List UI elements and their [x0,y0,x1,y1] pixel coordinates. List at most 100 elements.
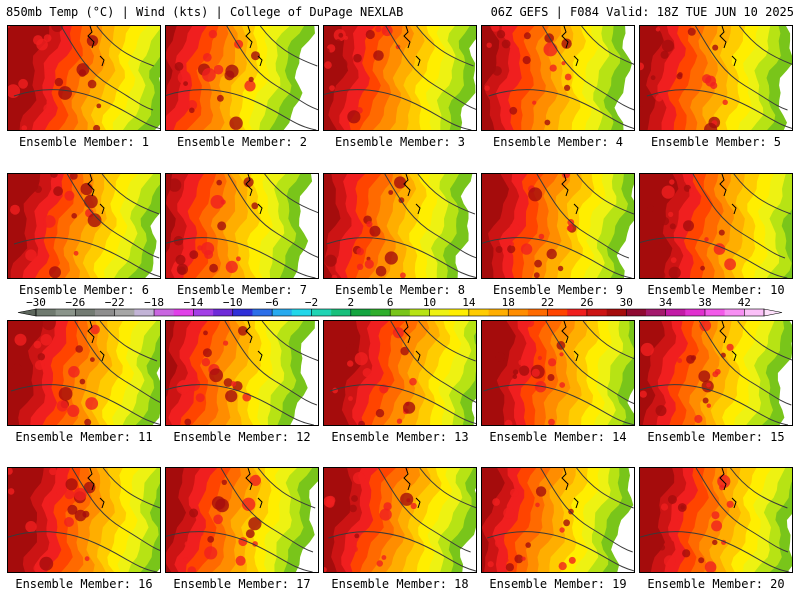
temperature-cell [211,496,226,510]
temperature-cell [699,321,712,332]
temperature-cell [519,365,530,376]
temperature-cell [559,352,564,357]
coastline [245,26,263,67]
temperature-cell [42,215,56,228]
colorbar-segment [173,309,194,316]
temperature-cell [640,62,644,71]
height-contour [737,321,792,361]
coastline [245,468,263,509]
temperature-cell [726,500,734,508]
temperature-cell [14,333,27,346]
temperature-cell [509,241,515,247]
temperature-cell [25,249,37,261]
temperature-cell [400,346,409,356]
temperature-cell [724,258,736,271]
temperature-cell [504,419,513,425]
temperature-map [8,174,160,278]
temperature-cell [235,555,246,566]
temperature-cell [509,106,518,115]
temperature-cell [354,533,360,539]
temperature-cell [209,263,218,273]
temperature-cell [366,221,373,228]
height-contour [419,468,476,509]
temperature-cell [195,393,205,403]
height-contour [329,384,476,425]
temperature-cell [655,94,663,102]
colorbar-segment [704,309,725,316]
temperature-cell [208,29,218,39]
temperature-cell [532,100,537,105]
temperature-cell [711,511,720,520]
temperature-cell [209,368,223,383]
temperature-cell [373,50,384,61]
height-contour [71,468,160,552]
temperature-cell [686,355,695,364]
temperature-cell [564,84,571,91]
ensemble-member-label: Ensemble Member: 10 [647,283,785,297]
colorbar-tick-label: 42 [738,296,751,309]
temperature-cell [409,377,417,386]
temperature-cell [347,229,354,237]
colorbar-tick-label: 30 [620,296,633,309]
temperature-cell [568,556,576,564]
temperature-cell [698,370,711,383]
coastline [561,174,579,215]
height-contour [264,174,318,214]
temperature-band [640,26,664,130]
temperature-cell [348,396,353,401]
temperature-cell [706,382,711,388]
temperature-cell [354,352,368,366]
temperature-cell [248,517,262,531]
height-contour [378,468,471,553]
temperature-cell [74,509,87,522]
coastline [719,468,737,509]
temperature-cell [68,366,80,378]
temperature-cell [546,248,557,260]
temperature-cell [223,378,233,387]
temperature-cell [547,374,555,381]
temperature-cell [187,100,198,111]
coastline [403,468,421,509]
temperature-cell [33,35,43,46]
temperature-cell [369,225,381,237]
temperature-cell [73,250,79,256]
temperature-band [640,468,675,572]
colorbar-segment [311,309,332,316]
temperature-cell [718,229,725,236]
temperature-cell [509,222,520,233]
temperature-cell [558,562,567,571]
temperature-cell [525,542,531,548]
temperature-cell [486,42,492,48]
height-contour [483,384,634,425]
temperature-cell [39,556,54,571]
temperature-cell [523,32,531,40]
temperature-cell [338,32,344,38]
height-contour [60,26,154,111]
temperature-cell [197,245,203,251]
temperature-cell [34,185,42,193]
temperature-cell [177,70,191,85]
height-contour [482,237,632,278]
colorbar-segment [193,309,214,316]
temperature-cell [83,481,96,494]
ensemble-map-panel [323,25,477,131]
colorbar-segment [586,309,607,316]
temperature-cell [495,352,505,362]
ensemble-map-panel [7,467,161,573]
temperature-cell [33,564,42,572]
colorbar-segment [626,309,647,316]
coastline [245,321,263,362]
temperature-map [8,468,160,572]
ensemble-map-panel [481,320,635,426]
temperature-cell [79,378,86,385]
temperature-cell [510,488,519,498]
coastline [561,26,579,67]
temperature-cell [58,387,73,401]
ensemble-member-label: Ensemble Member: 2 [176,135,308,149]
temperature-cell [90,357,95,362]
temperature-cell [217,94,224,102]
temperature-cell [668,211,674,217]
height-contour [259,26,318,67]
temperature-cell [482,406,488,413]
temperature-cell [668,266,681,278]
